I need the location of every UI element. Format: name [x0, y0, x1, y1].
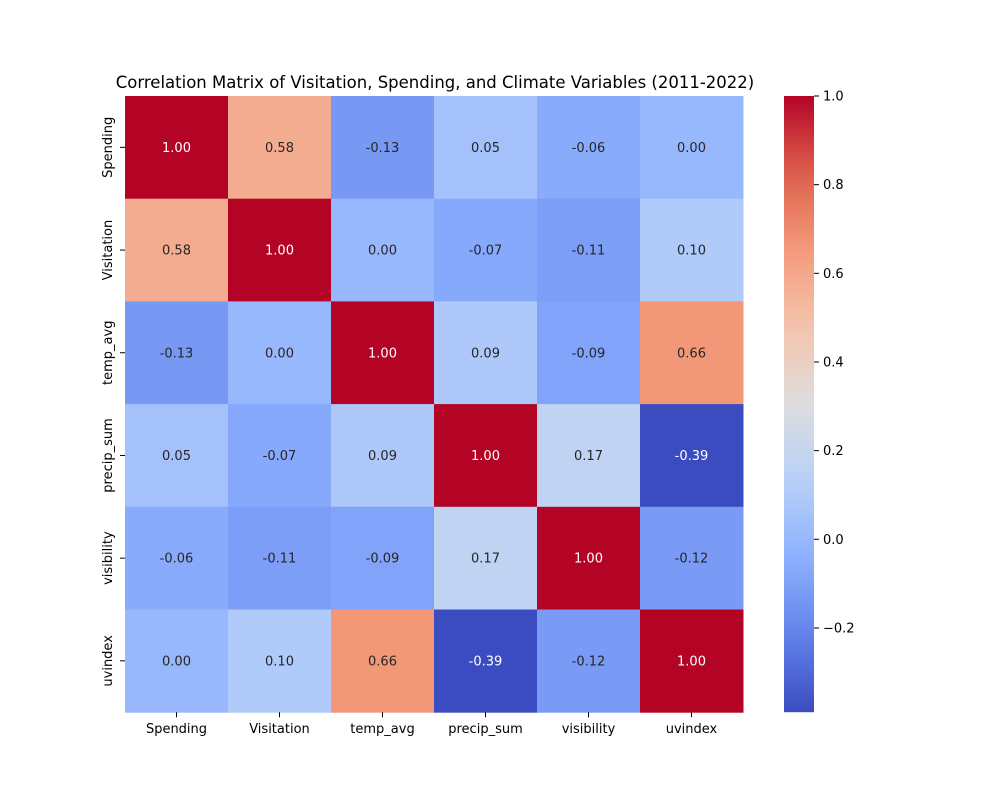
heatmap-cell [537, 609, 641, 713]
y-tick-label: Visitation [101, 220, 116, 281]
cell-value-label: -0.11 [263, 552, 297, 567]
colorbar-tick-label: −0.2 [823, 621, 855, 636]
x-tick-label: Spending [146, 722, 207, 737]
heatmap-cell [331, 301, 435, 405]
cell-value-label: 0.09 [368, 449, 397, 464]
cell-value-label: 0.00 [368, 244, 397, 259]
heatmap-cell [331, 609, 435, 713]
heatmap-cell [331, 404, 435, 508]
cell-value-label: -0.11 [572, 244, 606, 259]
cell-value-label: 0.66 [677, 346, 706, 361]
cell-value-label: -0.06 [572, 141, 606, 156]
y-tick-label: temp_avg [101, 321, 116, 385]
heatmap-cell [125, 198, 229, 302]
cell-value-label: 0.10 [265, 654, 294, 669]
heatmap-cell [640, 609, 744, 713]
heatmap-cell [640, 301, 744, 405]
heatmap-cell [537, 301, 641, 405]
colorbar-tick-label: 0.0 [823, 533, 844, 548]
cell-value-label: 0.00 [162, 654, 191, 669]
cell-value-label: 1.00 [677, 654, 706, 669]
heatmap-cell [434, 198, 538, 302]
colorbar-tick-label: 0.4 [823, 355, 844, 370]
x-tick-label: Visitation [249, 722, 310, 737]
cell-value-label: 1.00 [574, 552, 603, 567]
colorbar-tick-label: 1.0 [823, 90, 844, 105]
heatmap-cell [228, 506, 332, 610]
cell-value-label: 1.00 [368, 346, 397, 361]
heatmap-cell [228, 198, 332, 302]
cell-value-label: -0.07 [469, 244, 503, 259]
heatmap-cell [537, 404, 641, 508]
heatmap-cell [434, 96, 538, 200]
heatmap-cell [640, 96, 744, 200]
heatmap-cell [228, 96, 332, 200]
heatmap-cell [228, 609, 332, 713]
y-tick-label: Spending [101, 117, 116, 178]
x-axis: Spending Visitation temp_avg precip_sum visi… [146, 712, 718, 737]
heatmap-cell [537, 506, 641, 610]
heatmap-cell [228, 404, 332, 508]
x-tick-label: temp_avg [350, 722, 414, 737]
cell-value-label: -0.12 [572, 654, 606, 669]
cell-value-label: 0.66 [368, 654, 397, 669]
cell-value-label: 1.00 [265, 244, 294, 259]
heatmap-cell [125, 404, 229, 508]
heatmap-cell [640, 404, 744, 508]
colorbar-tick-label: 0.8 [823, 178, 844, 193]
heatmap-cell [434, 609, 538, 713]
y-axis: Spending Visitation temp_avg precip_sumvisi… [101, 117, 125, 687]
cell-value-label: -0.09 [366, 552, 400, 567]
y-tick-label: uvindex [101, 635, 116, 687]
colorbar-tick-label: 0.6 [823, 267, 844, 282]
cell-value-label: -0.13 [366, 141, 400, 156]
heatmap-cell [537, 198, 641, 302]
cell-value-label: 0.58 [162, 244, 191, 259]
cell-value-label: 0.00 [265, 346, 294, 361]
x-tick-label: precip_sum [448, 722, 523, 737]
heatmap-cells: 1.00 0.58 -0.13 0.05 -0.06 0.00 0.58 1.00 0.00 -0… [125, 96, 744, 713]
cell-value-label: -0.09 [572, 346, 606, 361]
cell-value-label: -0.06 [160, 552, 194, 567]
heatmap-cell [331, 96, 435, 200]
colorbar: 1.0 0.8 0.6 0.4 0.2 0.0 −0.2 [784, 90, 855, 713]
y-tick-label: precip_sum [101, 418, 116, 493]
colorbar-gradient [784, 96, 814, 713]
x-tick-label: visibility [562, 722, 616, 737]
heatmap-cell [228, 301, 332, 405]
y-tick-label: visibility [101, 531, 116, 585]
heatmap-cell [640, 506, 744, 610]
chart-title: Correlation Matrix of Visitation, Spendi… [116, 73, 754, 92]
heatmap-cell [125, 609, 229, 713]
cell-value-label: -0.12 [675, 552, 709, 567]
heatmap-cell [331, 506, 435, 610]
heatmap-cell [434, 404, 538, 508]
cell-value-label: -0.07 [263, 449, 297, 464]
cell-value-label: -0.13 [160, 346, 194, 361]
heatmap-cell [125, 301, 229, 405]
cell-value-label: 0.58 [265, 141, 294, 156]
cell-value-label: 1.00 [471, 449, 500, 464]
cell-value-label: 0.17 [471, 552, 500, 567]
cell-value-label: -0.39 [469, 654, 503, 669]
heatmap-cell [331, 198, 435, 302]
cell-value-label: -0.39 [675, 449, 709, 464]
heatmap-cell [434, 301, 538, 405]
heatmap-cell [640, 198, 744, 302]
cell-value-label: 0.05 [471, 141, 500, 156]
x-tick-label: uvindex [666, 722, 718, 737]
heatmap-cell [537, 96, 641, 200]
cell-value-label: 0.05 [162, 449, 191, 464]
heatmap-cell [125, 506, 229, 610]
colorbar-tick-label: 0.2 [823, 444, 844, 459]
cell-value-label: 0.17 [574, 449, 603, 464]
cell-value-label: 0.10 [677, 244, 706, 259]
cell-value-label: 0.00 [677, 141, 706, 156]
heatmap-cell [434, 506, 538, 610]
cell-value-label: 0.09 [471, 346, 500, 361]
cell-value-label: 1.00 [162, 141, 191, 156]
heatmap-cell [125, 96, 229, 200]
